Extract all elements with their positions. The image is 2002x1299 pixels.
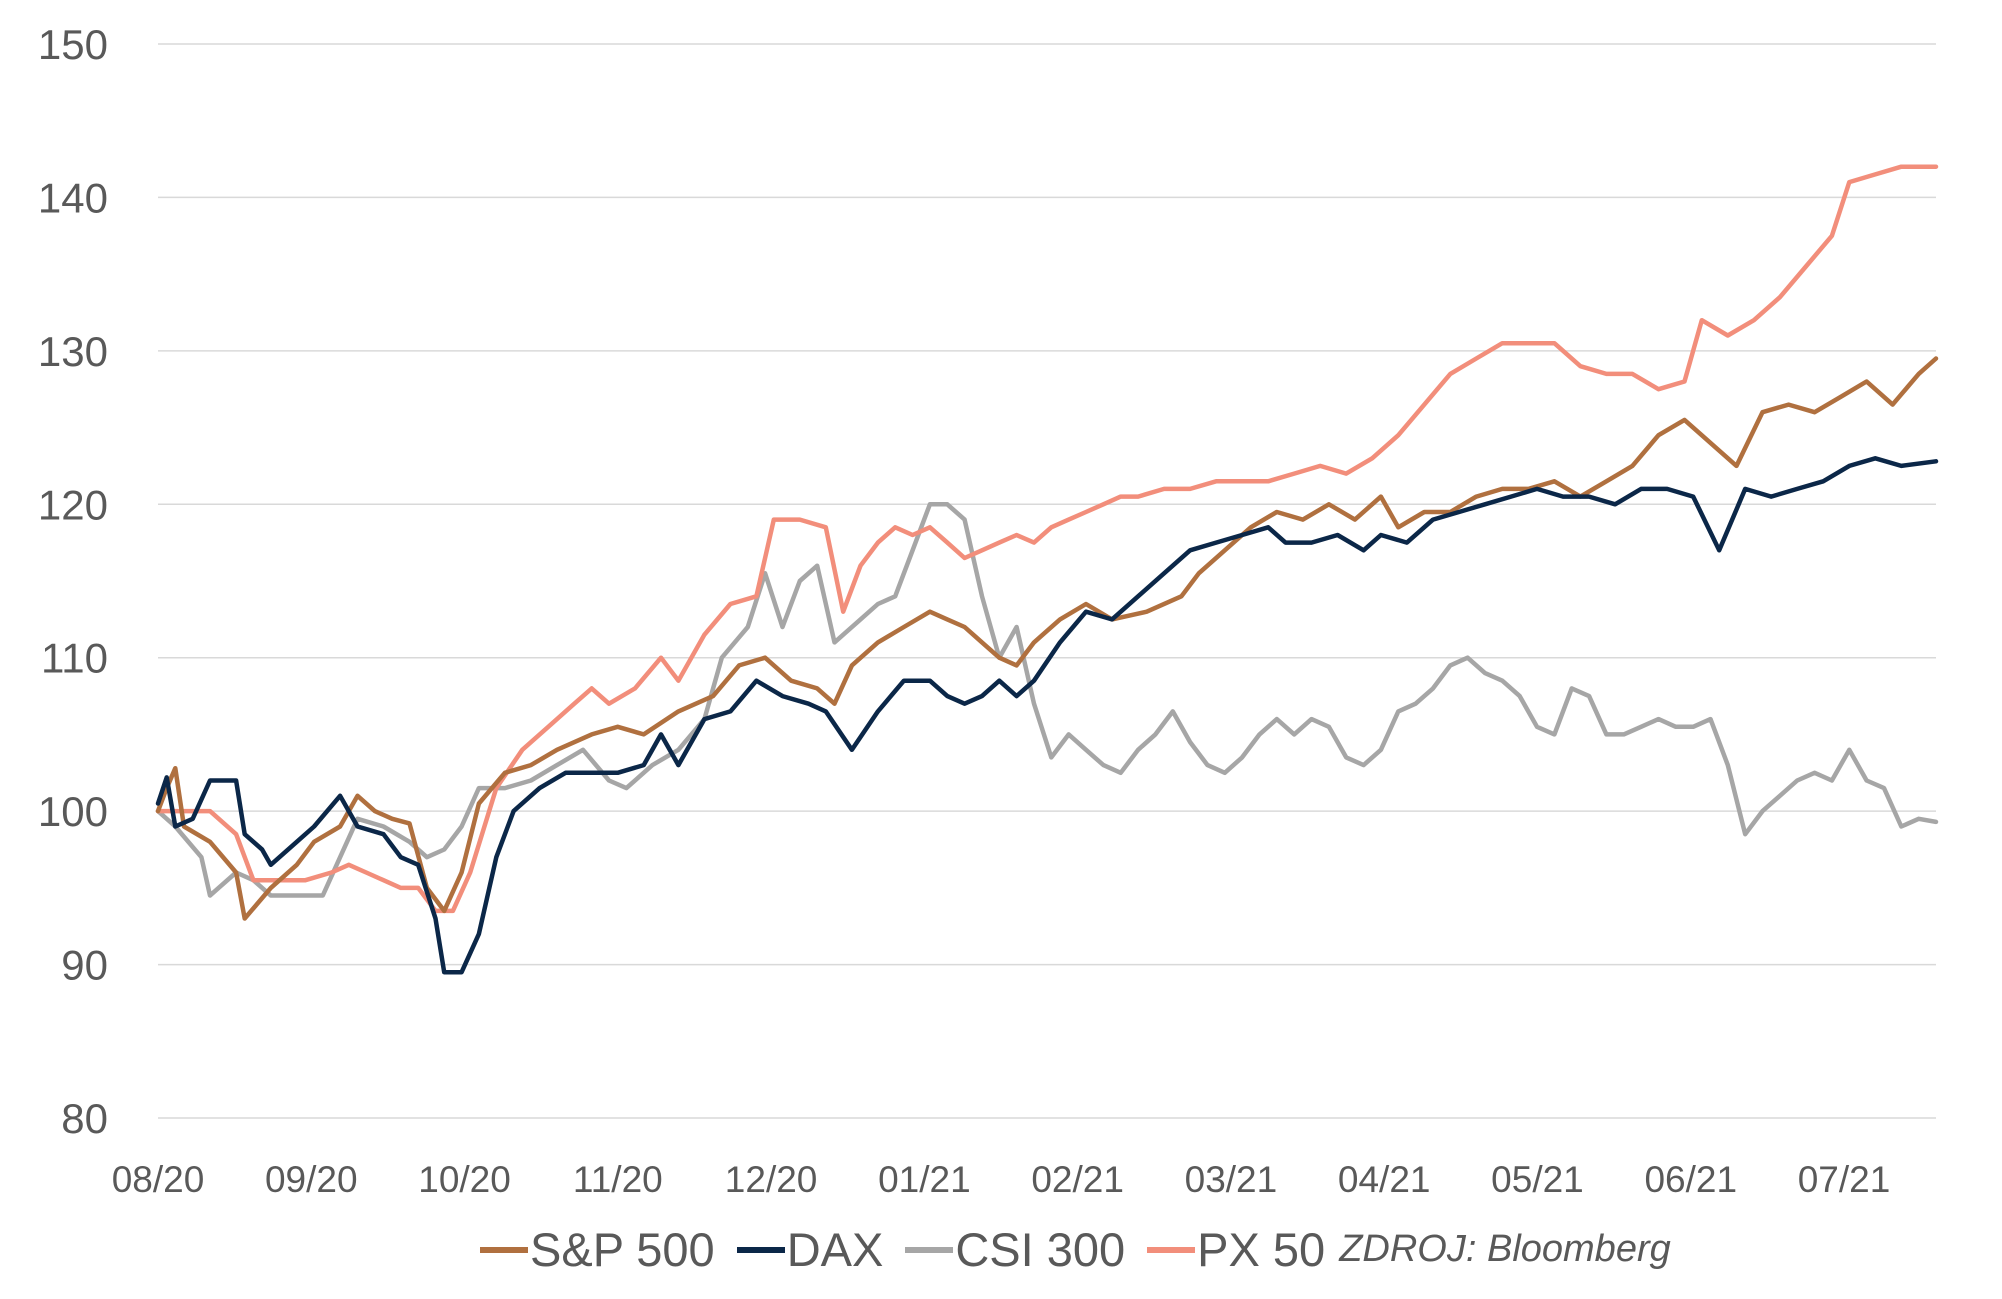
legend-swatch-sp500 xyxy=(480,1246,528,1253)
y-tick-label-80: 80 xyxy=(61,1095,108,1142)
series-lines xyxy=(155,164,1939,975)
y-tick-label-110: 110 xyxy=(41,635,108,682)
y-axis-ticks: 80 90 100 110 120 130 140 150 xyxy=(38,21,108,1142)
legend-swatch-csi300 xyxy=(905,1246,954,1253)
x-tick-label-12-20: 12/20 xyxy=(725,1159,818,1200)
legend-item-csi300: CSI 300 xyxy=(905,1222,1125,1277)
x-tick-label-04-21: 04/21 xyxy=(1338,1159,1431,1200)
x-tick-label-10-20: 10/20 xyxy=(418,1159,511,1200)
x-tick-label-05-21: 05/21 xyxy=(1491,1159,1584,1200)
legend-item-sp500: S&P 500 xyxy=(480,1222,715,1277)
legend-swatch-px50 xyxy=(1147,1246,1196,1253)
legend-item-dax: DAX xyxy=(736,1222,884,1277)
x-tick-label-01-21: 01/21 xyxy=(878,1159,971,1200)
series-line-csi-300 xyxy=(155,502,1939,898)
x-tick-label-11-20: 11/20 xyxy=(573,1159,663,1200)
series-line-s-p-500 xyxy=(155,356,1939,921)
legend-label-dax: DAX xyxy=(786,1223,884,1276)
x-tick-label-02-21: 02/21 xyxy=(1031,1159,1124,1200)
legend-item-px50: PX 50 xyxy=(1147,1222,1325,1277)
x-tick-label-09-20: 09/20 xyxy=(265,1159,358,1200)
series-line-dax xyxy=(155,456,1939,975)
y-tick-label-150: 150 xyxy=(38,21,108,68)
y-tick-label-100: 100 xyxy=(38,788,108,835)
y-tick-label-120: 120 xyxy=(38,481,108,528)
x-tick-label-06-21: 06/21 xyxy=(1644,1159,1737,1200)
y-tick-label-130: 130 xyxy=(38,328,108,375)
source-note: ZDROJ: Bloomberg xyxy=(1339,1228,1671,1270)
y-tick-label-140: 140 xyxy=(38,174,108,221)
x-tick-label-03-21: 03/21 xyxy=(1185,1159,1278,1200)
y-tick-label-90: 90 xyxy=(61,942,108,989)
legend: S&P 500 DAX CSI 300 PX 50 ZDROJ: Bloombe… xyxy=(480,1222,1671,1277)
legend-label-px50: PX 50 xyxy=(1197,1223,1326,1276)
legend-label-sp500: S&P 500 xyxy=(530,1223,715,1276)
legend-label-csi300: CSI 300 xyxy=(955,1223,1126,1276)
series-line-px-50 xyxy=(155,164,1939,914)
x-tick-label-07-21: 07/21 xyxy=(1798,1159,1891,1200)
x-tick-label-08-20: 08/20 xyxy=(112,1159,205,1200)
legend-swatch-dax xyxy=(736,1246,785,1253)
x-axis-ticks: 08/20 09/20 10/20 11/20 12/20 01/21 02/21 03/21… xyxy=(112,1159,1891,1200)
gridlines xyxy=(158,43,1936,1119)
